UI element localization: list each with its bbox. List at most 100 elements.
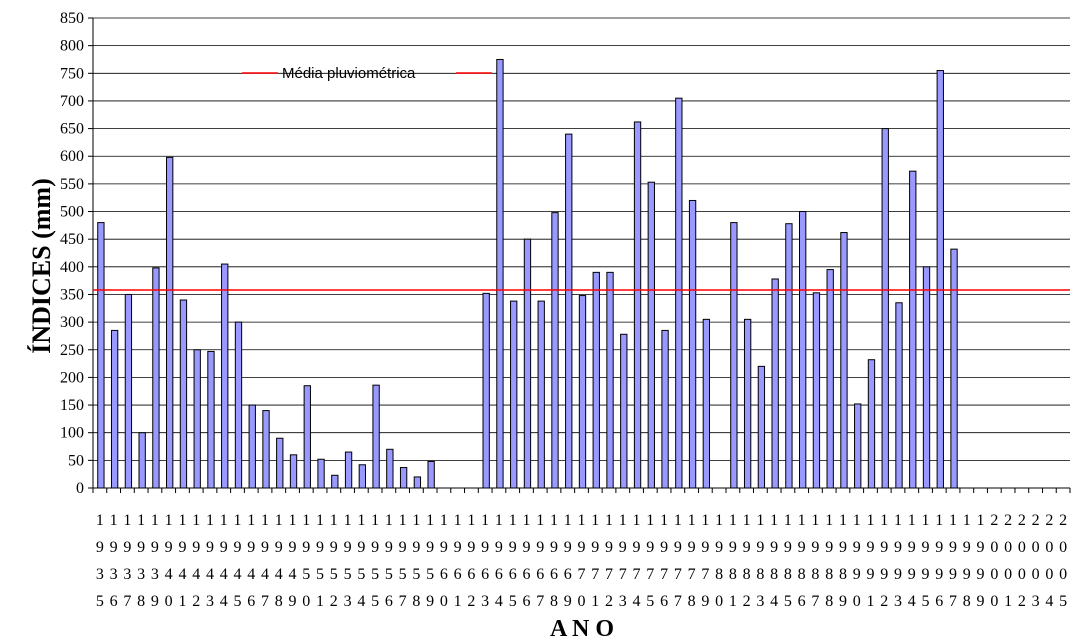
bar-1997 <box>950 248 958 489</box>
bar-1966 <box>523 238 532 489</box>
bar-1990 <box>854 403 862 489</box>
bar-1996 <box>936 70 944 489</box>
x-tick-labels: 1 9 3 5 1 9 3 6 1 9 3 7 1 9 3 8 1 9 3 9 1 9 4 0 1 9 4 1 1 9 4 2 1 9 4 3 1 9 4 4… <box>96 512 1067 610</box>
bar-1935 <box>97 222 105 489</box>
bar-1987 <box>812 292 821 489</box>
bar-1975 <box>647 181 655 489</box>
y-tick-label: 600 <box>60 148 84 165</box>
bar-1988 <box>826 269 834 489</box>
bar-1944 <box>221 263 229 489</box>
bar-1983 <box>757 365 766 489</box>
y-tick-label: 350 <box>60 286 84 303</box>
bar-1963 <box>482 292 490 489</box>
y-tick-label: 750 <box>60 65 84 82</box>
y-tick-label: 200 <box>60 369 84 386</box>
bar-1989 <box>840 232 848 489</box>
bar-1949 <box>289 454 298 489</box>
y-tick-label: 700 <box>60 93 84 110</box>
bar-1951 <box>317 458 325 489</box>
y-tick-label: 550 <box>60 176 84 193</box>
bar-1964 <box>496 58 504 489</box>
y-tick-label: 150 <box>60 397 84 414</box>
bar-1958 <box>413 476 422 489</box>
y-tick-label: 300 <box>60 314 84 331</box>
bar-1954 <box>358 464 366 489</box>
bar-1991 <box>867 359 876 489</box>
bar-1985 <box>785 223 793 489</box>
y-tick-label: 800 <box>60 38 84 55</box>
bar-1941 <box>179 299 188 489</box>
bar-1982 <box>743 318 752 489</box>
bar-1955 <box>372 384 380 489</box>
y-tick-label: 500 <box>60 204 84 221</box>
legend-label: Média pluviométrica <box>282 65 416 82</box>
bar-1952 <box>331 474 339 489</box>
y-tick-label: 400 <box>60 259 84 276</box>
y-tick-labels: 0 50 100 150 200 250 300 350 400 450 500 550 600 650 7… <box>60 10 93 497</box>
bar-1995 <box>922 266 931 489</box>
bar-1946 <box>248 404 256 489</box>
bar-1936 <box>110 329 119 489</box>
bar-1953 <box>344 451 353 489</box>
bar-1967 <box>537 300 545 489</box>
bar-1984 <box>771 278 779 489</box>
legend: Média pluviométrica <box>242 65 492 82</box>
bar-1993 <box>895 302 903 489</box>
y-axis-label: ÍNDICES (mm) <box>27 178 56 354</box>
bar-1957 <box>399 467 408 489</box>
axes <box>92 18 1071 493</box>
bar-1945 <box>234 321 243 489</box>
bar-1947 <box>262 410 270 489</box>
bars <box>97 58 958 489</box>
bar-1959 <box>427 460 435 489</box>
bar-1950 <box>303 385 311 489</box>
bar-1986 <box>799 211 807 489</box>
y-tick-label: 250 <box>60 342 84 359</box>
